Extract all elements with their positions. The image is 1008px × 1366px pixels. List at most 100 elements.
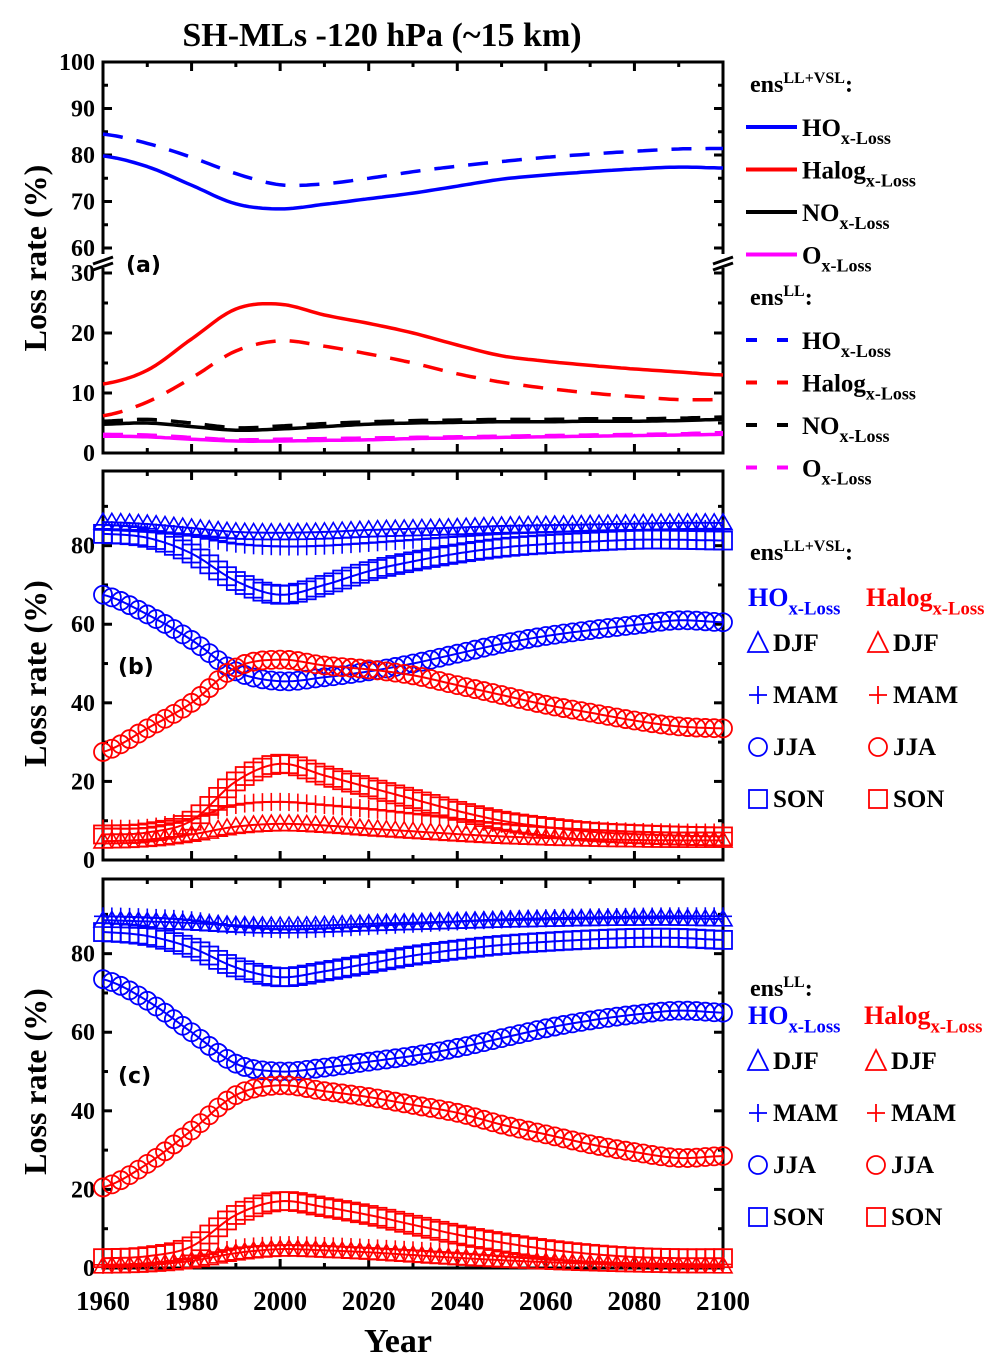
- data-point: [278, 813, 300, 832]
- axis-break-mark: [712, 261, 734, 272]
- legend-column-header-hox: HOx-Loss: [748, 1001, 840, 1037]
- data-point: [225, 657, 246, 678]
- legend-item-halog-son: SON: [868, 786, 944, 813]
- label-subscript: x-Loss: [866, 171, 916, 191]
- legend-item-hox-djf: DJF: [746, 629, 819, 657]
- legend-season-label: DJF: [773, 1048, 819, 1075]
- legend-item-hox-son: SON: [748, 1204, 824, 1231]
- legend-column-header-hox: HOx-Loss: [748, 583, 840, 619]
- data-point: [713, 1248, 733, 1269]
- legend-season-label: DJF: [891, 1048, 937, 1075]
- series-halogx-loss-son: [93, 753, 733, 847]
- y-axis-label: Loss rate (%): [17, 165, 53, 352]
- axis-break-mark: [92, 255, 114, 266]
- legend-season-label: SON: [893, 786, 944, 813]
- legend-season-label: MAM: [773, 682, 838, 709]
- series-line-halogx-loss-solid: [102, 301, 724, 386]
- legend-panel-a: ensLL+VSL:HOx-LossHalogx-LossNOx-LossOx-…: [746, 70, 916, 489]
- label-subscript: x-Loss: [821, 256, 871, 276]
- panel-label: (b): [118, 655, 154, 680]
- series-hox-loss-son: [93, 523, 733, 605]
- x-axis-label: Year: [364, 1323, 432, 1360]
- y-tick-label: 60: [71, 1020, 95, 1046]
- data-point: [704, 1146, 725, 1167]
- legend-item-hox-mam: MAM: [749, 1100, 838, 1127]
- legend-season-label: JJA: [773, 1152, 816, 1179]
- series-halogx-loss-jja: [93, 1075, 733, 1198]
- legend-item-ho-dashed: HOx-Loss: [746, 328, 891, 361]
- label-main: Halog: [866, 583, 932, 612]
- legend-panel-c: ensLL:HOx-Loss Halogx-Loss DJF DJF MAM MAM JJA…: [746, 974, 982, 1231]
- legend-item-hox-jja: JJA: [748, 1152, 816, 1179]
- label-subscript: x-Loss: [866, 384, 916, 404]
- label-subscript: x-Loss: [841, 341, 891, 361]
- panel-a: 60 70 80 90 100 0 10 20 30 (a) Loss rate (%): [17, 50, 734, 467]
- ens-colon: :: [805, 976, 813, 1002]
- label-main: O: [802, 456, 821, 483]
- y-axis-label: Loss rate (%): [17, 988, 53, 1175]
- y-tick-label: 80: [71, 143, 95, 169]
- x-tick-label: 2080: [607, 1286, 661, 1316]
- legend-season-label: DJF: [893, 630, 939, 657]
- legend-label: Ox-Loss: [802, 456, 871, 489]
- y-tick-label: 20: [71, 769, 95, 795]
- legend-group-title: ensLL+VSL:: [750, 70, 853, 98]
- series-halogx-loss-son: [93, 1191, 733, 1269]
- label-subscript: x-Loss: [821, 469, 871, 489]
- data-point: [93, 969, 113, 990]
- y-tick-label: 60: [71, 236, 95, 262]
- panel-a-frame: [101, 60, 725, 455]
- data-point: [713, 612, 733, 633]
- y-tick-label: 80: [71, 534, 95, 560]
- series-halogx-loss-djf: [92, 813, 734, 849]
- legend-marker-square-icon: [748, 789, 768, 809]
- legend-item-halog-dashed: Halogx-Loss: [746, 371, 916, 404]
- label-subscript: x-Loss: [930, 1016, 982, 1037]
- legend-item-no-dashed: NOx-Loss: [746, 413, 890, 446]
- ens-superscript: LL+VSL: [783, 538, 845, 555]
- data-point: [456, 1105, 477, 1125]
- legend-item-no-solid: NOx-Loss: [746, 200, 890, 233]
- legend-marker-square-icon: [866, 1207, 886, 1227]
- legend-season-label: MAM: [891, 1100, 956, 1127]
- panel-label: (c): [118, 1064, 151, 1089]
- data-point: [198, 820, 220, 839]
- y-tick-label: 0: [83, 441, 95, 467]
- label-main: Halog: [864, 1001, 930, 1030]
- data-point: [207, 818, 229, 838]
- series-line-ox-loss-dashed: [103, 430, 724, 442]
- y-tick-label: 80: [71, 942, 95, 968]
- legend-column-header-halog: Halogx-Loss: [864, 1001, 982, 1037]
- legend-marker-circle-icon: [866, 1155, 886, 1175]
- data-point: [278, 522, 300, 541]
- legend-group-title: ensLL:: [750, 283, 813, 311]
- label-main: HO: [802, 328, 841, 355]
- legend-marker-circle-icon: [748, 737, 768, 757]
- data-point: [704, 1002, 725, 1023]
- label-subscript: x-Loss: [841, 128, 891, 148]
- y-tick-label: 20: [71, 1177, 95, 1203]
- panel-b: 0 20 40 60 80 (b) Loss rate (%): [17, 469, 734, 874]
- legend-label: NOx-Loss: [802, 200, 890, 233]
- legend-marker-triangle-icon: [746, 1047, 770, 1071]
- data-point: [296, 521, 318, 540]
- y-tick-label: 40: [71, 1099, 95, 1125]
- ens-colon: :: [845, 540, 853, 566]
- y-tick-label: 0: [83, 1256, 95, 1282]
- series-hox-loss-jja: [93, 969, 733, 1082]
- y-tick-label: 10: [71, 381, 95, 407]
- ens-superscript: LL: [783, 283, 804, 300]
- ens-colon: :: [845, 72, 853, 98]
- legend-label: Halogx-Loss: [802, 158, 916, 191]
- legend-item-halog-jja: JJA: [866, 1152, 934, 1179]
- data-point: [713, 826, 733, 847]
- legend-group-title: ensLL:: [750, 974, 813, 1002]
- data-point: [101, 972, 122, 992]
- label-subscript: x-Loss: [788, 598, 840, 619]
- label-main: Halog: [802, 158, 866, 185]
- data-point: [712, 908, 734, 927]
- legend-item-hox-mam: MAM: [749, 682, 838, 709]
- label-main: NO: [802, 200, 840, 227]
- legend-marker-square-icon: [868, 789, 888, 809]
- label-subscript: x-Loss: [932, 598, 984, 619]
